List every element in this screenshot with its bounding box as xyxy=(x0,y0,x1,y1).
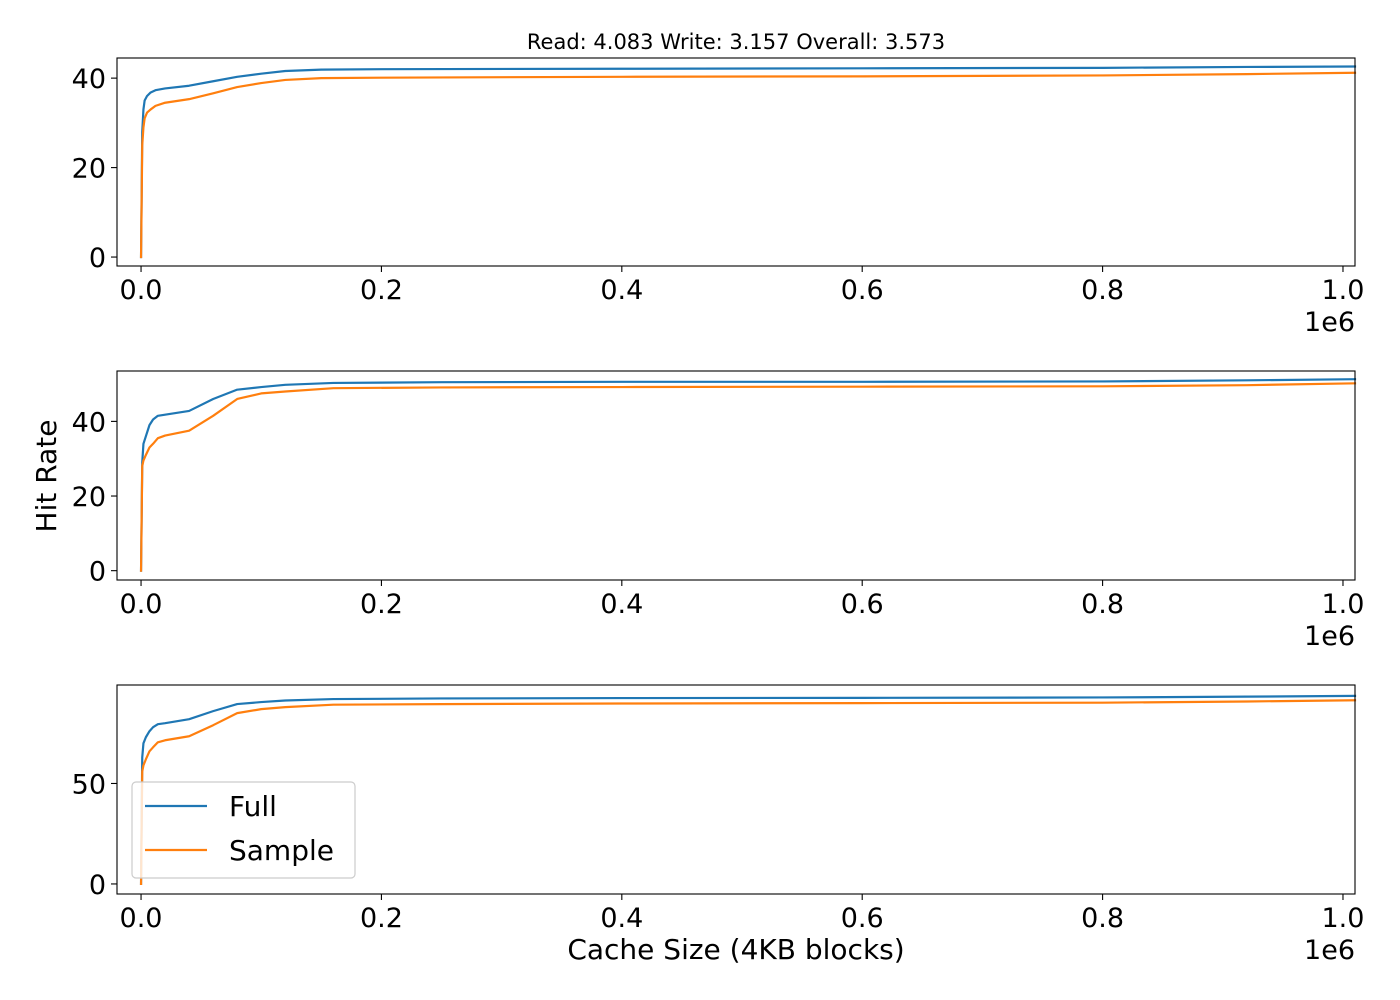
middle-x-offset-label: 1e6 xyxy=(1304,621,1355,652)
middle-series-full-line xyxy=(139,378,1357,572)
middle-y-tick-label: 0 xyxy=(89,557,106,588)
top-plot-frame xyxy=(116,57,1356,267)
bottom-x-tick-label: 0.8 xyxy=(1081,903,1124,934)
middle-x-tick-label: 0.2 xyxy=(360,589,403,620)
middle-series-sample-line xyxy=(139,382,1357,572)
middle-y-tick-label: 40 xyxy=(72,407,106,438)
chart-title: Read: 4.083 Write: 3.157 Overall: 3.573 xyxy=(527,30,945,54)
bottom-x-offset-label: 1e6 xyxy=(1304,935,1355,966)
top-x-tick-label: 0.4 xyxy=(600,275,643,306)
bottom-x-tick-label: 0.2 xyxy=(360,903,403,934)
middle-x-tick-label: 0.0 xyxy=(120,589,163,620)
top-x-offset-label: 1e6 xyxy=(1304,307,1355,338)
bottom-y-tick-label: 0 xyxy=(89,870,106,901)
middle-plot-frame xyxy=(116,370,1356,581)
top-x-tick-label: 0.0 xyxy=(120,275,163,306)
x-axis-label: Cache Size (4KB blocks) xyxy=(567,933,904,966)
top-x-tick-label: 0.6 xyxy=(841,275,884,306)
middle-x-tick-label: 0.6 xyxy=(841,589,884,620)
middle-y-tick-label: 20 xyxy=(72,482,106,513)
top-series-sample-line xyxy=(139,71,1357,259)
bottom-x-tick-label: 0.6 xyxy=(841,903,884,934)
bottom-series-full-line xyxy=(139,694,1357,886)
bottom-y-tick-label: 50 xyxy=(72,769,106,800)
top-y-tick-label: 20 xyxy=(72,154,106,185)
middle-x-tick-label: 0.8 xyxy=(1081,589,1124,620)
legend: Full Sample xyxy=(131,781,356,879)
bottom-x-tick-label: 1.0 xyxy=(1322,903,1365,934)
top-x-tick-label: 1.0 xyxy=(1322,275,1365,306)
bottom-x-tick-label: 0.0 xyxy=(120,903,163,934)
bottom-series-sample-line xyxy=(139,699,1357,886)
y-axis-label: Hit Rate xyxy=(30,420,63,533)
top-series-full-line xyxy=(139,65,1357,259)
bottom-x-tick-label: 0.4 xyxy=(600,903,643,934)
top-y-tick-label: 0 xyxy=(89,243,106,274)
top-y-tick-label: 40 xyxy=(72,64,106,95)
middle-x-tick-label: 0.4 xyxy=(600,589,643,620)
middle-x-tick-label: 1.0 xyxy=(1322,589,1365,620)
top-x-tick-label: 0.2 xyxy=(360,275,403,306)
top-x-tick-label: 0.8 xyxy=(1081,275,1124,306)
bottom-plot-frame xyxy=(116,684,1356,895)
legend-label-full: Full xyxy=(229,790,277,823)
legend-label-sample: Sample xyxy=(229,834,334,867)
